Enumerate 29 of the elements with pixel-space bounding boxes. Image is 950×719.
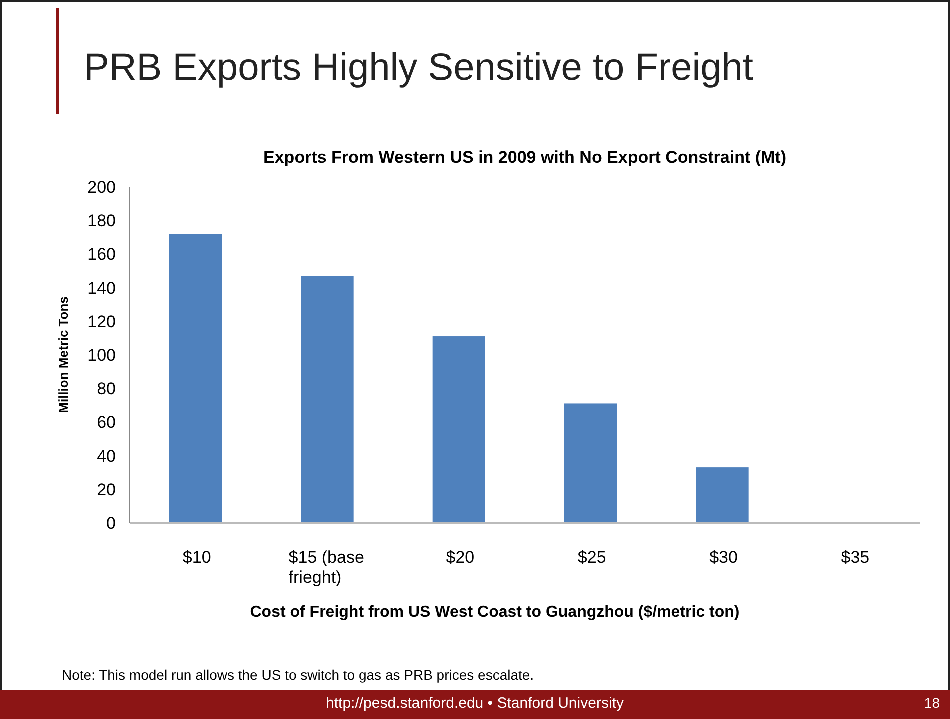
chart-subtitle: Exports From Western US in 2009 with No Export Constraint (Mt) bbox=[264, 148, 786, 167]
y-tick-label: 200 bbox=[88, 178, 116, 197]
x-tick-label: $15 (base frieght) bbox=[288, 548, 364, 587]
y-axis-title: Million Metric Tons bbox=[56, 296, 71, 414]
text: Note: This model run allows the US to switch to gas as PRB prices escalate. bbox=[62, 667, 534, 683]
x-tick-label: $10 bbox=[182, 548, 212, 567]
bar bbox=[301, 276, 354, 523]
chart-title: PRB Exports Highly Sensitive to Freight bbox=[84, 47, 754, 89]
x-tick-label: $25 bbox=[578, 548, 606, 567]
y-tick-label: 40 bbox=[97, 446, 116, 466]
x-axis-title: Cost of Freight from US West Coast to Guangzhou ($/metric ton) bbox=[250, 604, 740, 621]
y-tick-label: 20 bbox=[97, 480, 116, 500]
x-tick-label: $20 bbox=[446, 548, 475, 567]
text: http://pesd.stanford.edu • Stanford University bbox=[326, 695, 624, 712]
y-tick-label: 0 bbox=[106, 514, 116, 533]
x-tick-label: $30 bbox=[710, 548, 738, 567]
y-tick-label: 100 bbox=[88, 346, 116, 365]
y-tick-label: 180 bbox=[88, 212, 116, 231]
y-tick-label: 160 bbox=[88, 245, 116, 264]
bar bbox=[564, 404, 618, 523]
y-tick-label: 60 bbox=[97, 413, 116, 432]
y-tick-label: 120 bbox=[88, 312, 116, 332]
bar bbox=[170, 234, 222, 523]
y-tick-label: 80 bbox=[97, 380, 116, 399]
bar bbox=[432, 336, 486, 523]
text: 18 bbox=[924, 695, 940, 711]
x-tick-label: $35 bbox=[841, 548, 870, 567]
bar bbox=[696, 468, 749, 523]
y-tick-label: 140 bbox=[88, 278, 116, 298]
